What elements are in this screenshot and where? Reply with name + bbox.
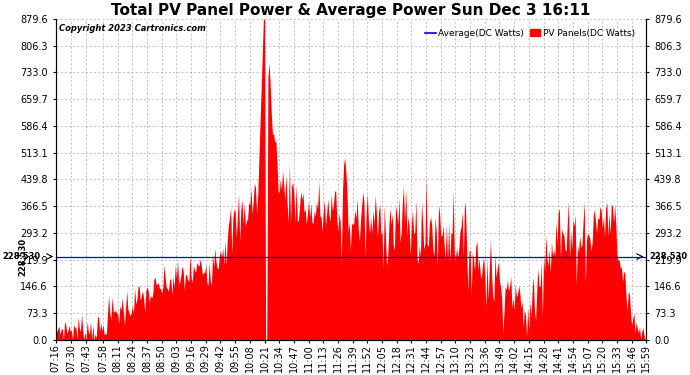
- Text: 228.530: 228.530: [19, 237, 28, 276]
- Title: Total PV Panel Power & Average Power Sun Dec 3 16:11: Total PV Panel Power & Average Power Sun…: [111, 3, 591, 18]
- Legend: Average(DC Watts), PV Panels(DC Watts): Average(DC Watts), PV Panels(DC Watts): [421, 25, 639, 41]
- Text: 228.530: 228.530: [3, 252, 41, 261]
- Text: 228.530: 228.530: [649, 252, 687, 261]
- Text: Copyright 2023 Cartronics.com: Copyright 2023 Cartronics.com: [59, 24, 206, 33]
